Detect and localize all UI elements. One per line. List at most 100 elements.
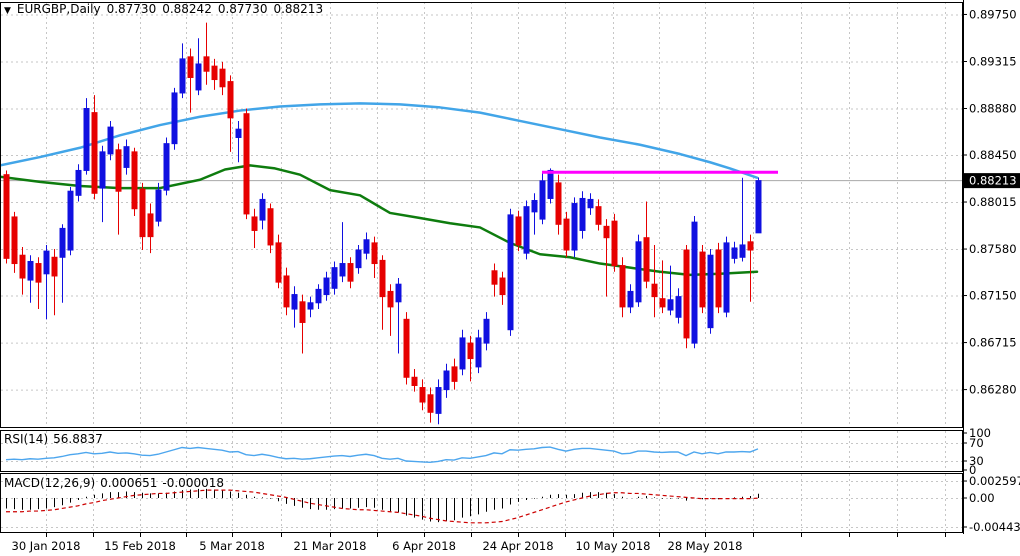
candle-body — [59, 227, 66, 258]
candle-body — [467, 342, 474, 360]
candle-body — [283, 275, 290, 308]
price-axis-label: 0.86280 — [969, 383, 1017, 397]
candle-body — [659, 298, 666, 308]
candle-body — [19, 254, 26, 279]
candle-body — [635, 241, 642, 303]
candle-body — [243, 113, 250, 215]
rsi-axis-label: 70 — [969, 436, 984, 450]
candle-body — [475, 337, 482, 368]
candle-body — [747, 241, 754, 251]
price-axis-label: 0.86715 — [969, 336, 1017, 350]
candle-body — [123, 146, 130, 168]
candle-body — [339, 263, 346, 277]
rsi-value: 56.8837 — [53, 432, 103, 446]
candle-body — [331, 267, 338, 289]
close-value: 0.88213 — [273, 2, 324, 16]
candle-body — [219, 68, 226, 88]
date-axis-label: 30 Jan 2018 — [12, 539, 81, 553]
candle-body — [299, 301, 306, 323]
candle-body — [619, 265, 626, 308]
date-axis-label: 10 May 2018 — [576, 539, 651, 553]
candle-body — [355, 249, 362, 269]
candle-body — [731, 247, 738, 259]
low-value: 0.87730 — [217, 2, 268, 16]
candle-body — [323, 277, 330, 296]
candle-body — [139, 188, 146, 238]
candle-body — [147, 213, 154, 238]
rsi-axis-label: 0 — [969, 463, 976, 477]
candle-body — [691, 221, 698, 344]
candle-body — [651, 283, 658, 298]
candle-body — [291, 294, 298, 310]
candle-body — [603, 225, 610, 239]
candle-body — [595, 206, 602, 225]
candle-body — [491, 270, 498, 285]
candle-body — [371, 242, 378, 265]
candle-body — [259, 198, 266, 221]
candle-body — [347, 263, 354, 282]
candle-body — [587, 198, 594, 209]
ma-slow-line — [0, 102, 759, 179]
candle-body — [739, 244, 746, 258]
candle-body — [275, 242, 282, 283]
candle-body — [395, 283, 402, 303]
candle-body — [43, 250, 50, 275]
candle-body — [755, 180, 762, 234]
candle-body — [675, 296, 682, 318]
candle-body — [443, 370, 450, 391]
ma-fast-line — [0, 164, 759, 277]
candle-body — [451, 366, 458, 382]
panel-border — [0, 2, 963, 428]
candle-body — [387, 290, 394, 308]
macd-signal-line — [6, 489, 759, 524]
candle-body — [435, 387, 442, 414]
candle-body — [547, 169, 554, 199]
price-axis-label: 0.89315 — [969, 54, 1017, 68]
candle-body — [115, 149, 122, 192]
candle-body — [203, 56, 210, 72]
panel-border — [0, 473, 963, 533]
rsi-line — [5, 446, 759, 464]
candle-body — [99, 151, 106, 189]
high-value: 0.88242 — [162, 2, 212, 16]
candle-body — [195, 63, 202, 91]
candle-body — [91, 112, 98, 194]
candle-body — [571, 203, 578, 251]
candle-body — [235, 128, 242, 138]
rsi-name: RSI(14) — [4, 432, 49, 446]
candle-body — [75, 169, 82, 196]
macd-indicator-label: MACD(12,26,9) 0.000651 -0.000018 — [4, 476, 229, 490]
candle-body — [267, 208, 274, 246]
price-axis-label: 0.88450 — [969, 148, 1017, 162]
date-axis-label: 5 Mar 2018 — [199, 539, 265, 553]
current-price-tag — [964, 173, 1020, 189]
candle-body — [131, 151, 138, 210]
macd-signal-value: -0.000018 — [162, 476, 224, 490]
open-value: 0.87730 — [106, 2, 157, 16]
date-axis-label: 15 Feb 2018 — [104, 539, 176, 553]
symbol-header: ▼ EURGBP,Daily 0.87730 0.88242 0.87730 0.8821… — [4, 2, 329, 16]
candle-body — [187, 56, 194, 78]
candle-body — [699, 251, 706, 308]
candle-body — [611, 220, 618, 267]
date-axis-label: 21 Mar 2018 — [294, 539, 367, 553]
candle-body — [67, 190, 74, 251]
candle-body — [163, 143, 170, 191]
candle-body — [523, 206, 530, 254]
panel-border — [0, 430, 963, 472]
candle-body — [379, 259, 386, 298]
symbol-period-label: EURGBP,Daily — [16, 2, 101, 16]
candle-body — [427, 394, 434, 413]
candle-body — [227, 81, 234, 119]
candle-body — [11, 216, 18, 265]
candle-body — [251, 216, 258, 231]
candle-body — [51, 256, 58, 277]
macd-value: 0.000651 — [100, 476, 158, 490]
candle-body — [3, 174, 10, 259]
rsi-axis-label: 30 — [969, 454, 984, 468]
candle-body — [307, 302, 314, 310]
candle-body — [179, 58, 186, 94]
chevron-down-icon[interactable]: ▼ — [4, 6, 11, 16]
